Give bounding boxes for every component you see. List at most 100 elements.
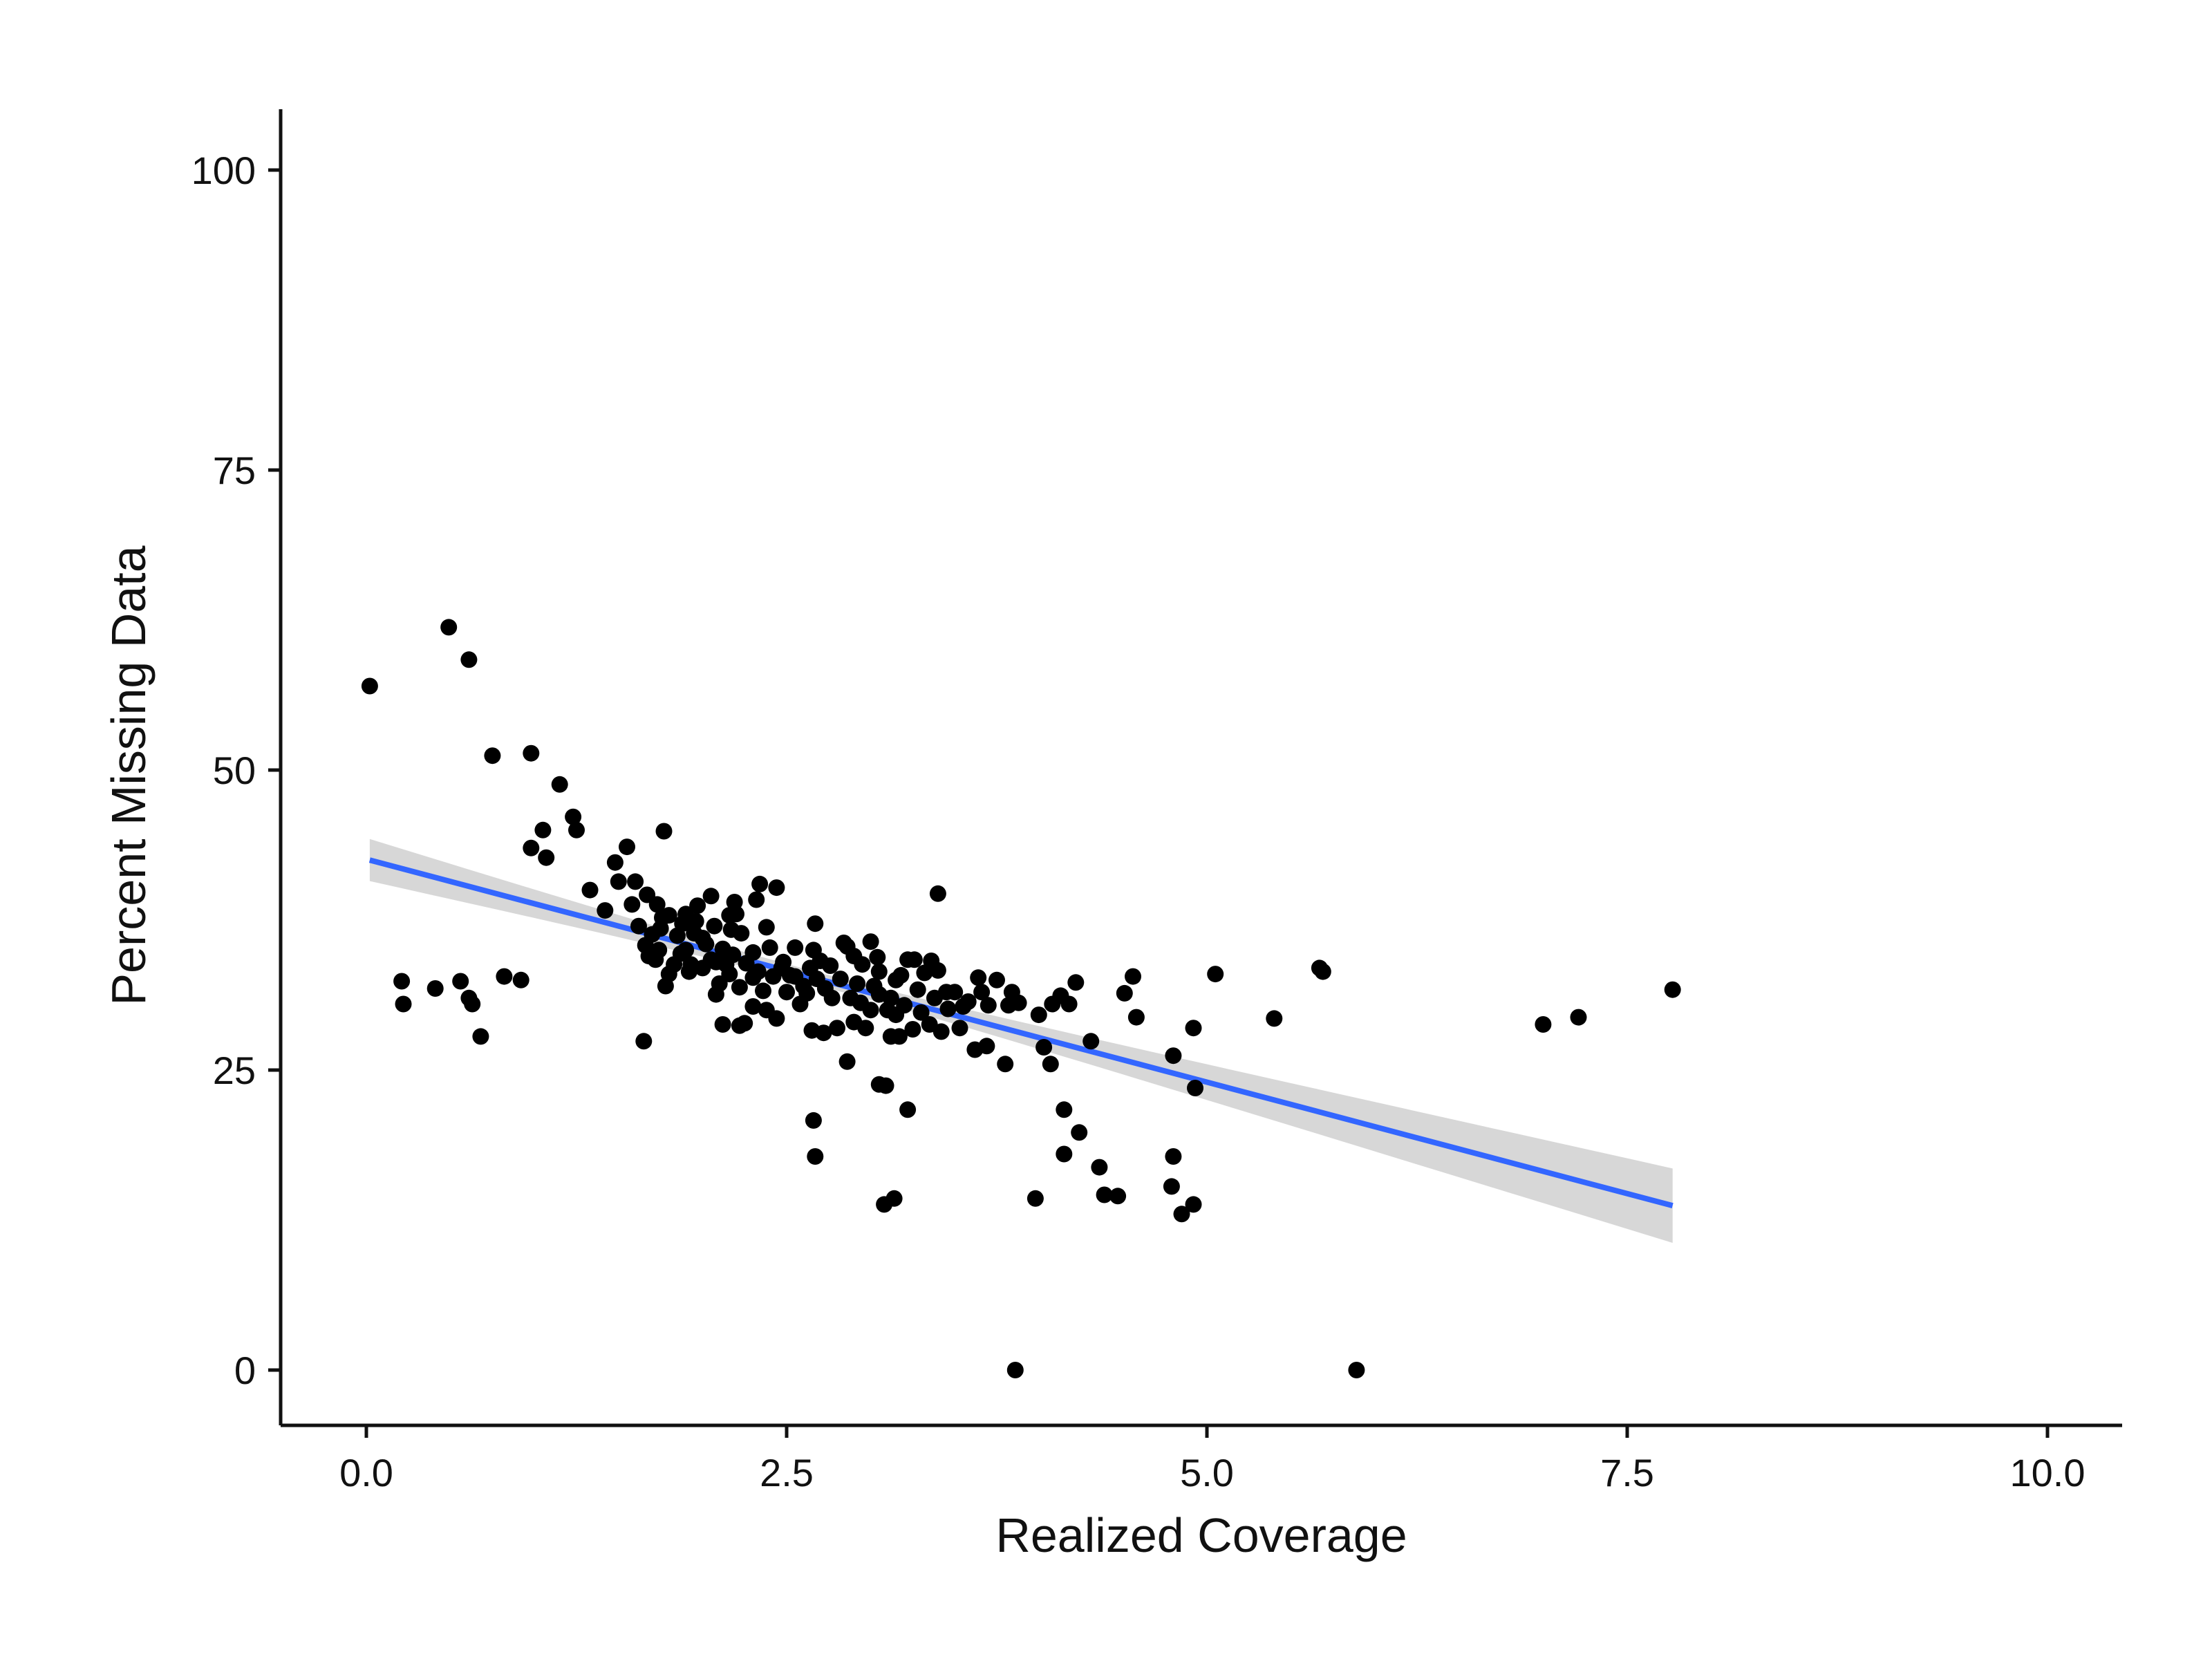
data-point (1035, 1039, 1053, 1056)
data-point (877, 1077, 894, 1094)
data-point (744, 998, 762, 1015)
data-point (452, 973, 469, 990)
data-point (758, 1002, 775, 1019)
data-point (748, 891, 765, 908)
data-point (736, 1015, 753, 1032)
data-point (395, 995, 412, 1013)
y-tick-label: 75 (213, 449, 256, 492)
data-point (496, 968, 513, 985)
data-point (761, 939, 778, 956)
fit-line-layer (368, 857, 1674, 1209)
data-point (674, 915, 691, 932)
data-point (768, 879, 785, 897)
data-point (929, 962, 946, 979)
data-point (1060, 995, 1078, 1013)
data-point (464, 995, 481, 1013)
data-point (1030, 1006, 1047, 1024)
data-point (980, 997, 997, 1014)
data-point (738, 955, 755, 972)
data-point (731, 979, 748, 996)
data-point (733, 925, 750, 942)
data-point (899, 1101, 917, 1118)
data-point (680, 963, 697, 980)
regression-line (368, 857, 1674, 1209)
data-point (635, 1033, 653, 1050)
data-point (857, 1020, 874, 1037)
data-point (619, 838, 635, 856)
data-point (1056, 1101, 1073, 1118)
data-point (807, 915, 824, 932)
data-point (807, 1148, 824, 1165)
data-point (689, 897, 706, 915)
data-point (778, 984, 795, 1001)
data-point (862, 1002, 879, 1019)
data-point (523, 744, 540, 762)
data-point (1056, 1145, 1073, 1163)
data-point (657, 977, 674, 995)
data-point (787, 939, 804, 956)
data-point (1570, 1009, 1587, 1026)
data-point (916, 964, 933, 982)
data-point (955, 998, 972, 1015)
data-point (1109, 1188, 1127, 1205)
data-point (970, 969, 987, 986)
data-point (1348, 1362, 1365, 1378)
data-point (829, 1020, 845, 1037)
data-point (472, 1028, 489, 1045)
x-tick-label: 7.5 (1600, 1451, 1654, 1494)
y-tick-label: 100 (191, 149, 256, 192)
data-point (512, 971, 529, 988)
data-point (1165, 1047, 1182, 1065)
data-point (654, 909, 671, 926)
data-point (758, 919, 775, 936)
data-point (1082, 1033, 1100, 1050)
data-point (644, 926, 661, 943)
data-point (361, 677, 378, 695)
data-point (1010, 994, 1027, 1011)
data-point (1165, 1148, 1182, 1165)
data-point (815, 1024, 832, 1042)
data-point (1071, 1124, 1088, 1141)
data-point (896, 997, 913, 1014)
y-tick-label: 0 (234, 1349, 256, 1392)
data-point (932, 1023, 950, 1040)
data-point (939, 1000, 957, 1018)
data-point (838, 1053, 856, 1070)
data-point (551, 776, 568, 793)
data-point (1042, 1056, 1059, 1073)
data-point (1185, 1020, 1202, 1037)
data-point (882, 989, 899, 1006)
data-point (749, 963, 767, 980)
ticks-layer: 0.0 2.5 5.0 7.5 10.0 0 25 50 75 100 (191, 149, 2086, 1494)
data-point (724, 946, 742, 964)
data-point (1173, 1206, 1190, 1223)
data-point (427, 980, 444, 997)
data-point (870, 963, 888, 980)
x-tick-label: 5.0 (1180, 1451, 1234, 1494)
data-point (534, 821, 552, 838)
data-point (854, 956, 871, 973)
confidence-band (369, 838, 1673, 1243)
x-tick-label: 0.0 (339, 1451, 393, 1494)
data-point (687, 912, 704, 930)
data-point (906, 951, 923, 968)
data-point (822, 957, 839, 974)
y-tick-label: 50 (213, 749, 256, 792)
data-point (890, 1028, 908, 1045)
data-point (816, 980, 834, 997)
data-point (1027, 1190, 1044, 1207)
data-point (597, 902, 614, 919)
data-point (627, 873, 644, 890)
data-point (460, 651, 478, 668)
data-point (1535, 1016, 1552, 1033)
data-point (581, 881, 599, 899)
data-point (484, 747, 501, 765)
data-point (1096, 1186, 1113, 1203)
data-point (849, 975, 866, 992)
data-point (707, 986, 724, 1003)
data-point (697, 935, 715, 953)
data-point (832, 971, 849, 988)
data-point (568, 821, 585, 838)
data-point (885, 1190, 903, 1207)
